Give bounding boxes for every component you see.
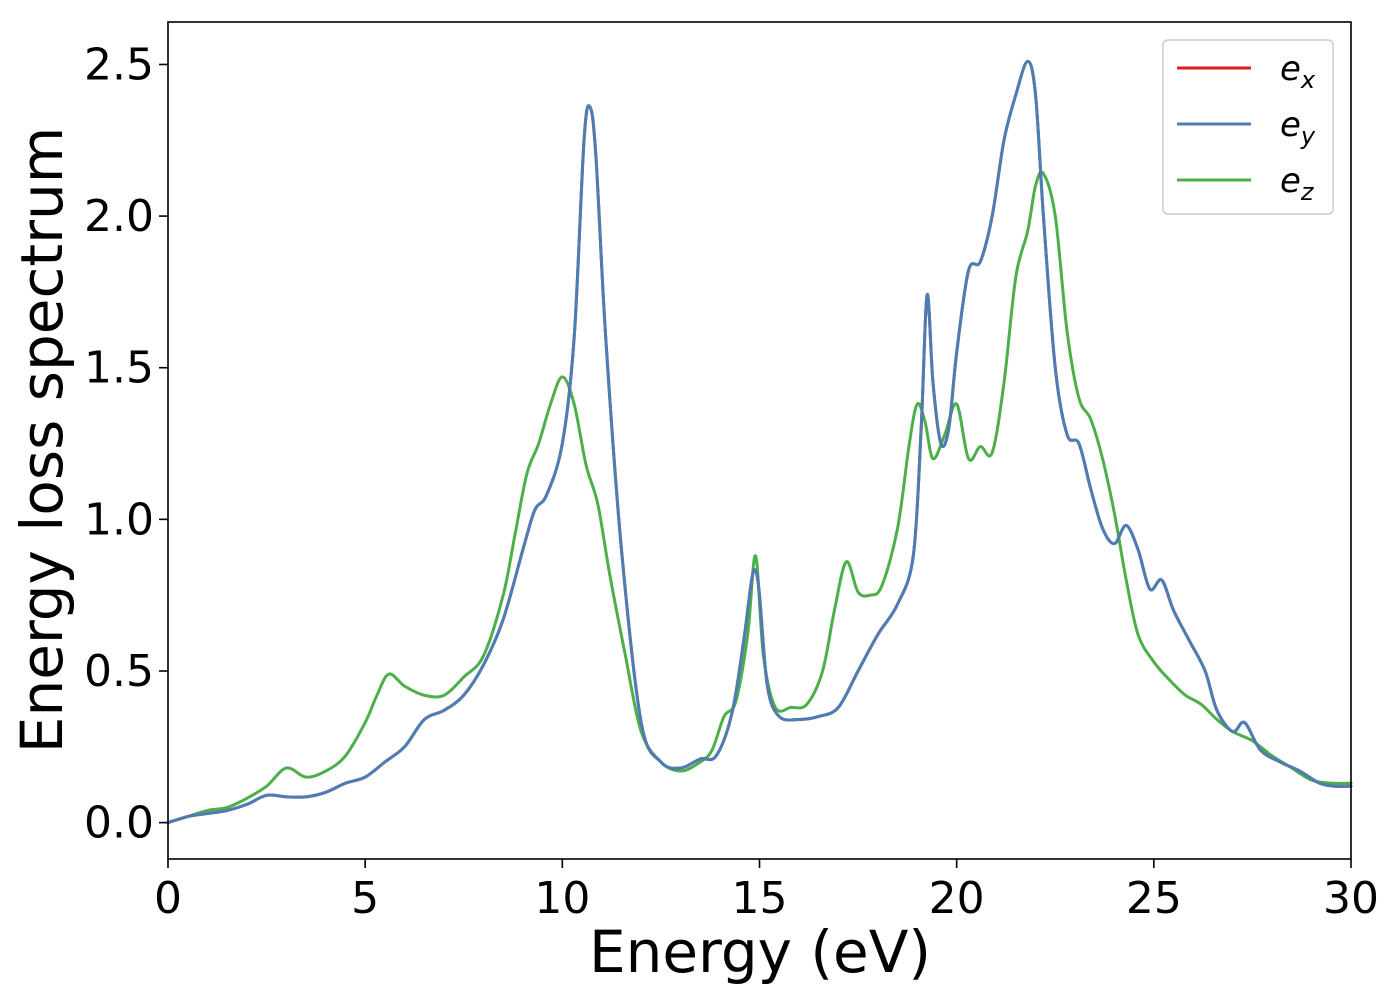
y-tick-label: 2.5 (84, 39, 154, 90)
series-layer (166, 59, 1353, 825)
x-tick-label: 10 (534, 873, 590, 924)
y-tick-label: 2.0 (84, 191, 154, 242)
series-line-y (166, 59, 1353, 825)
x-tick-label: 0 (154, 873, 182, 924)
y-tick-label: 0.0 (84, 798, 154, 849)
y-tick-label: 0.5 (84, 646, 154, 697)
legend-box (1162, 39, 1334, 215)
x-tick-label: 20 (929, 873, 985, 924)
x-tick-label: 30 (1323, 873, 1379, 924)
x-axis: 0 5 10 15 20 25 30 (154, 859, 1379, 924)
x-tick-label: 25 (1126, 873, 1182, 924)
x-tick-label: 15 (732, 873, 788, 924)
series-line-z (166, 170, 1353, 825)
x-tick-label: 5 (351, 873, 379, 924)
y-tick-label: 1.0 (84, 494, 154, 545)
x-axis-label: Energy (eV) (589, 918, 931, 986)
y-axis: 0.0 0.5 1.0 1.5 2.0 2.5 (84, 39, 168, 849)
y-tick-label: 1.5 (84, 343, 154, 394)
y-axis-label: Energy loss spectrum (8, 127, 76, 753)
